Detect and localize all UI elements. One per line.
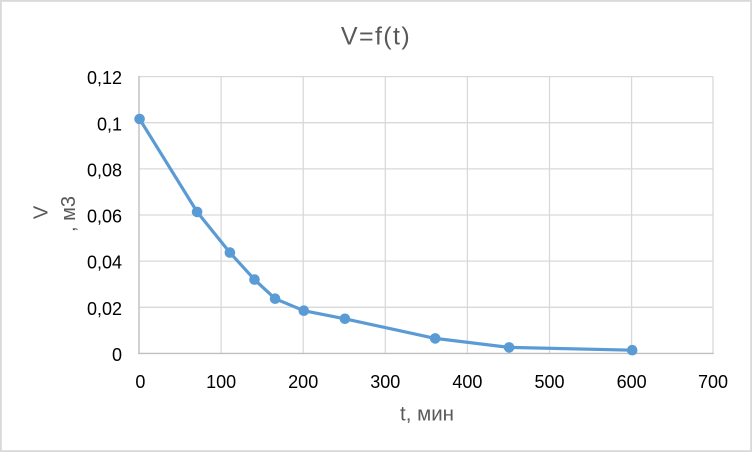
svg-text:400: 400: [452, 372, 482, 392]
svg-text:200: 200: [288, 372, 318, 392]
svg-text:0,02: 0,02: [87, 299, 122, 319]
svg-text:0,08: 0,08: [87, 161, 122, 181]
svg-text:0: 0: [135, 372, 145, 392]
svg-text:0,06: 0,06: [87, 207, 122, 227]
svg-text:, м3: , м3: [58, 196, 80, 232]
svg-text:0,04: 0,04: [87, 253, 122, 273]
svg-text:700: 700: [698, 372, 728, 392]
svg-text:500: 500: [534, 372, 564, 392]
svg-text:100: 100: [206, 372, 236, 392]
svg-text:V=f(t): V=f(t): [341, 23, 411, 51]
svg-text:0,12: 0,12: [87, 68, 122, 88]
svg-text:V: V: [30, 205, 52, 219]
svg-text:600: 600: [617, 372, 647, 392]
svg-text:t, мин: t, мин: [400, 402, 454, 425]
svg-text:300: 300: [370, 372, 400, 392]
svg-text:0: 0: [112, 345, 122, 365]
svg-text:0,1: 0,1: [97, 114, 122, 134]
